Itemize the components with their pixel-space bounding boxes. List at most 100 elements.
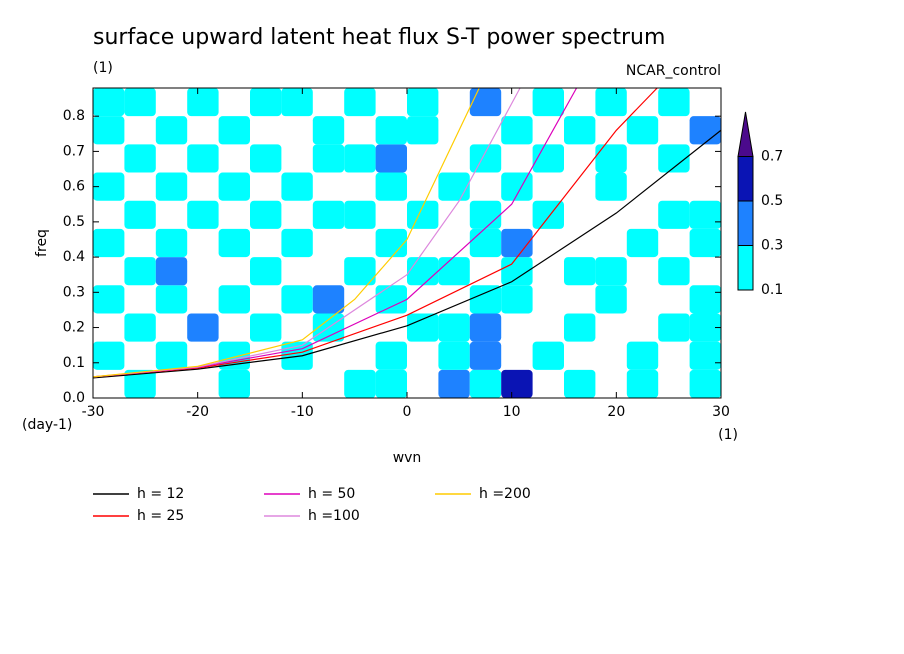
field-cell [313, 257, 344, 285]
field-cell [281, 341, 313, 370]
field-cell [155, 172, 188, 201]
field-cell [155, 228, 188, 258]
field-cell [469, 88, 502, 117]
field-cell [564, 229, 595, 257]
field-cell [501, 285, 533, 314]
field-cell [187, 88, 219, 117]
y-tick-label: 0.2 [63, 320, 85, 336]
field-cell [469, 369, 502, 398]
field-cell [124, 285, 155, 313]
field-cell [595, 313, 626, 341]
y-tick-label: 0.1 [63, 355, 85, 371]
field-cell [312, 285, 345, 314]
field-cell [376, 201, 407, 229]
field-cell [690, 257, 721, 285]
field-cell [689, 228, 721, 258]
field-cell [187, 229, 218, 257]
field-cell [564, 342, 595, 370]
field-cell [93, 228, 125, 258]
field-cell [564, 257, 596, 286]
field-cell [124, 200, 156, 229]
field-cell [407, 285, 438, 313]
field-cell [219, 144, 250, 172]
field-cell [281, 228, 313, 258]
field-cell [375, 144, 407, 173]
field-cell [690, 88, 721, 116]
field-cell [595, 144, 627, 173]
field-cell [375, 369, 407, 398]
field-cell [407, 173, 438, 201]
field-cell [376, 257, 407, 285]
field-cell [156, 144, 187, 172]
field-cell [469, 144, 502, 173]
field-cell [438, 257, 470, 286]
field-cell [564, 144, 595, 172]
field-cell [93, 116, 125, 145]
field-cell [407, 144, 438, 172]
field-cell [219, 257, 250, 285]
field-cell [658, 342, 689, 370]
legend-label: h = 25 [137, 508, 184, 524]
field-cell [407, 200, 439, 229]
field-cell [344, 257, 376, 286]
x-tick-label: 10 [503, 404, 521, 420]
field-cell [187, 285, 218, 313]
field-cell [689, 285, 721, 314]
field-cell [312, 200, 345, 229]
field-cell [93, 172, 125, 201]
field-cell [658, 285, 689, 313]
field-cell [689, 116, 721, 145]
field-cell [344, 88, 376, 117]
field-cell [93, 341, 125, 370]
x-tick-label: -10 [291, 404, 314, 420]
field-cell [156, 313, 187, 341]
field-cell [250, 229, 281, 257]
field-cell [501, 369, 533, 398]
field-cell [564, 313, 596, 342]
field-cell [155, 341, 188, 370]
field-cell [626, 116, 659, 145]
dispersion-curve [92, 87, 480, 378]
colorbar-label: 0.1 [761, 282, 783, 298]
field-cell [344, 144, 376, 173]
y-tick-label: 0.3 [63, 284, 85, 300]
colorbar-label: 0.5 [761, 193, 783, 209]
field-cell [124, 313, 156, 342]
legend-label: h = 50 [308, 486, 355, 502]
colorbar-box [737, 156, 754, 202]
y-tick-label: 0.0 [63, 390, 85, 406]
field-cell [187, 116, 218, 144]
field-cell [250, 200, 282, 229]
field-cell [407, 257, 439, 286]
field-cell [564, 285, 595, 313]
field-cell [658, 144, 690, 173]
x-tick-label: 20 [607, 404, 625, 420]
field-cell [533, 257, 564, 285]
field-cell [250, 257, 282, 286]
field-cell [407, 88, 439, 117]
field-cell [689, 341, 721, 370]
field-cell [250, 173, 281, 201]
field-cell [124, 369, 156, 398]
field-cell [533, 116, 564, 144]
field-cell [532, 144, 564, 173]
dispersion-curve [92, 87, 658, 378]
field-cell [219, 88, 250, 116]
field-cell [344, 342, 375, 370]
field-cell [532, 88, 564, 117]
field-cell [313, 173, 344, 201]
field-cell [595, 342, 626, 370]
field-cell [124, 342, 155, 370]
field-cell [469, 341, 502, 370]
field-cell [533, 229, 564, 257]
field-cell [313, 370, 344, 398]
field-cell [93, 257, 124, 285]
field-cell [626, 228, 659, 258]
y-axis-label: freq [34, 229, 50, 257]
field-cell [156, 88, 187, 116]
field-cell [438, 369, 470, 398]
field-cell [250, 116, 281, 144]
x-tick-label: 0 [403, 404, 412, 420]
